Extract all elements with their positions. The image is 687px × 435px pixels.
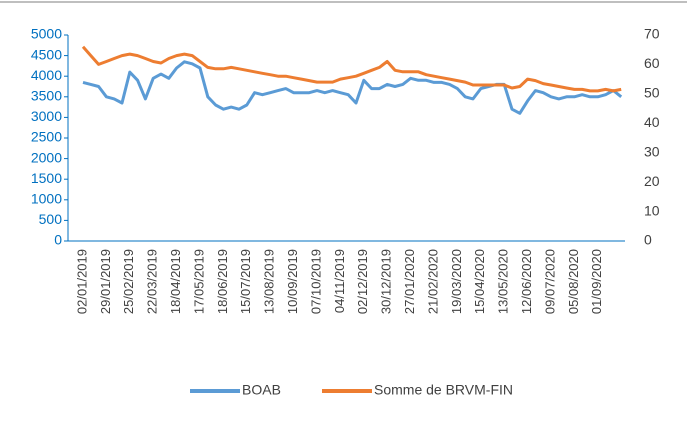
series-line (81, 45, 622, 93)
y-tick-label: 3500 (31, 88, 62, 104)
x-tick-label: 19/03/2020 (449, 249, 464, 314)
y-tick-label: 3000 (31, 108, 62, 124)
x-tick-label: 21/02/2020 (425, 249, 440, 314)
x-tick-label: 30/12/2019 (379, 249, 394, 314)
y-tick-label: 0 (54, 232, 62, 248)
x-tick-label: 15/07/2019 (238, 249, 253, 314)
y2-tick-label: 40 (644, 114, 660, 130)
y-tick-label: 4000 (31, 67, 62, 83)
x-tick-label: 18/06/2019 (215, 249, 230, 314)
x-tick-label: 17/05/2019 (191, 249, 206, 314)
y2-tick-label: 60 (644, 55, 660, 71)
x-tick-label: 02/01/2019 (74, 249, 89, 314)
x-tick-label: 18/04/2019 (168, 249, 183, 314)
x-tick-label: 15/04/2020 (472, 249, 487, 314)
x-tick-label: 13/05/2020 (496, 249, 511, 314)
x-tick-label: 13/08/2019 (262, 249, 277, 314)
x-tick-label: 22/03/2019 (145, 249, 160, 314)
y-tick-label: 5000 (31, 26, 62, 42)
x-tick-label: 01/09/2020 (589, 249, 604, 314)
x-tick-label: 29/01/2019 (98, 249, 113, 314)
x-tick-label: 02/12/2019 (355, 249, 370, 314)
legend-label: Somme de BRVM-FIN (374, 382, 513, 398)
y-tick-label: 1000 (31, 191, 62, 207)
x-tick-label: 04/11/2019 (332, 249, 347, 313)
y2-tick-label: 0 (644, 232, 652, 248)
y-tick-label: 2500 (31, 129, 62, 145)
y-tick-label: 4500 (31, 46, 62, 62)
x-tick-label: 09/07/2020 (542, 249, 557, 314)
legend-label: BOAB (242, 382, 281, 398)
x-tick-label: 12/06/2020 (519, 249, 534, 314)
x-tick-label: 27/01/2020 (402, 249, 417, 314)
x-tick-label: 10/09/2019 (285, 249, 300, 314)
x-tick-label: 05/08/2020 (566, 249, 581, 314)
y2-tick-label: 10 (644, 202, 660, 218)
x-tick-label: 25/02/2019 (121, 249, 136, 314)
y2-tick-label: 20 (644, 173, 660, 189)
y-tick-label: 1500 (31, 170, 62, 186)
series-line (82, 60, 623, 115)
y2-tick-label: 70 (644, 26, 660, 42)
y-tick-label: 500 (39, 211, 63, 227)
x-tick-label: 07/10/2019 (308, 249, 323, 314)
y-tick-label: 2000 (31, 149, 62, 165)
y2-tick-label: 50 (644, 85, 660, 101)
y2-tick-label: 30 (644, 143, 660, 159)
